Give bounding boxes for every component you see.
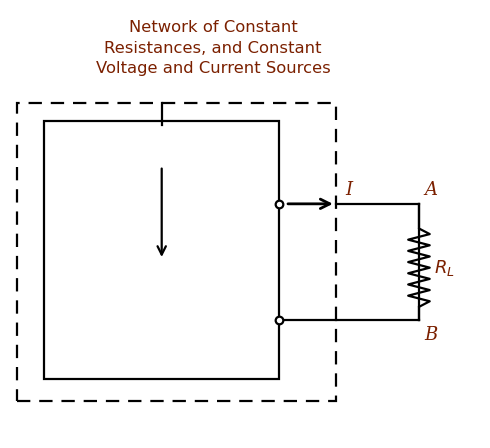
Text: B: B	[424, 326, 438, 344]
Text: A: A	[425, 181, 438, 199]
Text: I: I	[345, 181, 353, 199]
Bar	[44, 121, 279, 379]
Bar	[17, 103, 336, 401]
Text: Network of Constant
Resistances, and Constant
Voltage and Current Sources: Network of Constant Resistances, and Con…	[96, 20, 331, 76]
Text: $R_L$: $R_L$	[434, 258, 454, 278]
